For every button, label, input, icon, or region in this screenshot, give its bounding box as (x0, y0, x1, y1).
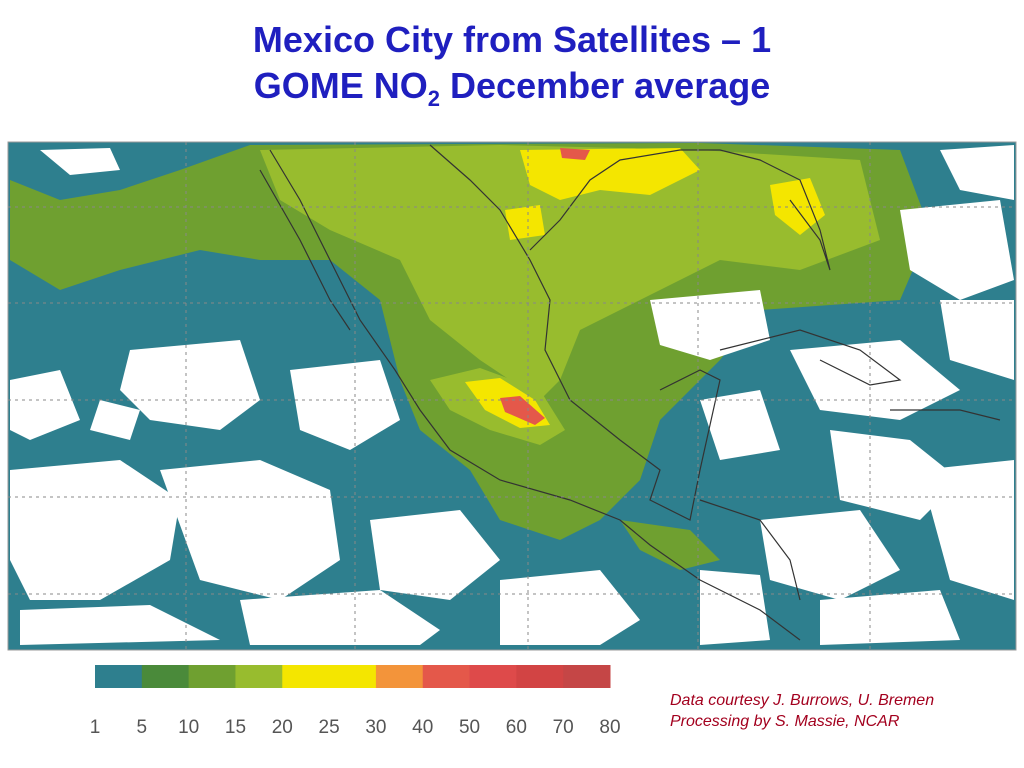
legend-label: 10 (178, 717, 199, 738)
map-region (620, 520, 720, 570)
title-text: December average (450, 65, 771, 106)
no-data-areas (10, 145, 1014, 645)
legend-label: 20 (272, 717, 293, 738)
legend-swatch (141, 665, 190, 688)
title-line-1: Mexico City from Satellites – 1 (252, 19, 772, 60)
legend-label: 5 (137, 717, 148, 738)
legend-swatch (282, 665, 330, 688)
map-hotspot (520, 148, 700, 200)
coastlines (259, 144, 1001, 641)
legend-label: 70 (553, 717, 574, 738)
legend-swatch (422, 665, 471, 688)
legend-label: 40 (412, 717, 433, 738)
map-hotspot (560, 148, 590, 160)
legend-swatch (235, 665, 283, 688)
credit-line: Data courtesy J. Burrows, U. Bremen (670, 692, 935, 709)
map-hotspot (770, 178, 825, 235)
legend-swatch (329, 665, 377, 688)
legend-label: 60 (506, 717, 527, 738)
map-frame (7, 141, 1017, 651)
legend-swatch (375, 665, 424, 688)
title-text: GOME NO (253, 65, 428, 106)
title-line-2: GOME NO2 December average (0, 64, 1024, 121)
credit-line: Processing by S. Massie, NCAR (670, 713, 900, 730)
legend-swatch (95, 665, 143, 688)
legend-swatch (469, 665, 517, 688)
legend-label: 15 (225, 717, 246, 738)
legend-label: 25 (319, 717, 340, 738)
legend-label: 30 (365, 717, 386, 738)
map-hotspot (505, 205, 545, 240)
legend-swatch (188, 665, 236, 688)
legend-swatch (516, 665, 564, 688)
legend-label: 80 (599, 717, 620, 738)
title-subscript: 2 (427, 86, 441, 112)
legend-label: 1 (90, 717, 101, 738)
color-legend: 1 5 10 15 20 25 30 40 50 60 70 80 (90, 665, 621, 738)
legend-label: 50 (459, 717, 480, 738)
graticule (8, 142, 1016, 650)
legend-swatch (563, 665, 611, 688)
map-region (260, 145, 880, 400)
map-hotspot (500, 396, 545, 425)
